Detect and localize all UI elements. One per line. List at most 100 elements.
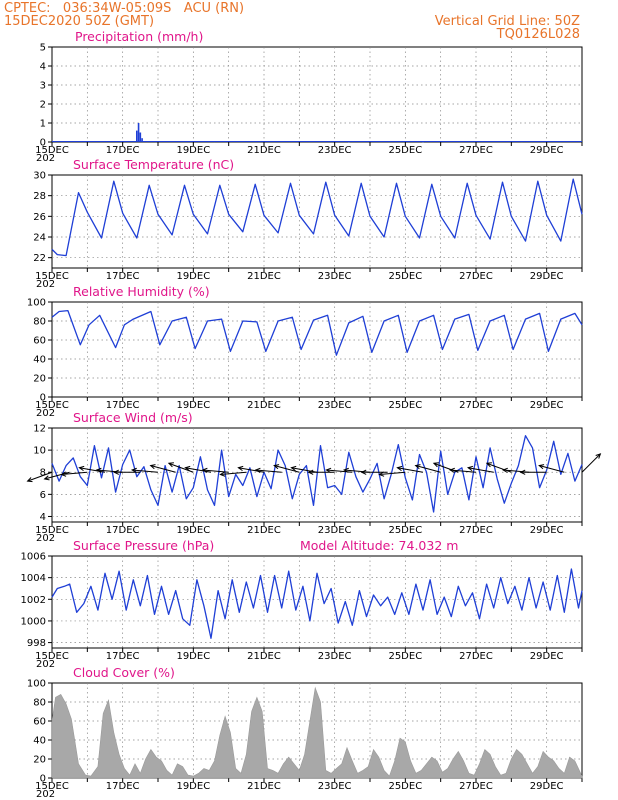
x-tick-label: 25DEC: [388, 400, 422, 411]
y-tick-label: 2: [40, 100, 46, 111]
y-tick-label: 1000: [21, 616, 46, 627]
wind-vector: [539, 465, 565, 473]
x-tick-label: 19DEC: [176, 145, 210, 156]
x-tick-label: 17DEC: [106, 781, 140, 792]
wind-vector: [79, 467, 106, 473]
x-tick-label: 29DEC: [530, 651, 564, 662]
wind-vector: [44, 471, 70, 480]
wind-arrowhead: [432, 462, 439, 468]
x-tick-label: 15DEC: [35, 400, 69, 411]
x-year-fragment: 202: [36, 408, 55, 419]
x-year-fragment: 202: [36, 153, 55, 164]
y-tick-label: 5: [40, 43, 46, 54]
y-tick-label: 26: [33, 212, 46, 223]
wind-arrowhead: [149, 464, 156, 470]
panel-frame: [51, 301, 583, 398]
x-tick-label: 29DEC: [530, 271, 564, 282]
wind-vector: [274, 465, 300, 473]
y-tick-label: 20: [33, 374, 46, 385]
y-tick-label: 24: [33, 233, 46, 244]
y-tick-label: 4: [40, 512, 46, 523]
wind-arrowhead: [201, 467, 208, 473]
wind-arrowhead: [501, 467, 508, 473]
x-year-fragment: 202: [36, 533, 55, 544]
wind-arrowhead: [466, 465, 474, 472]
wind-vector: [450, 469, 477, 473]
x-tick-label: 27DEC: [459, 271, 493, 282]
series-line: [51, 178, 583, 257]
header-run: 15DEC2020 50Z (GMT): [4, 14, 155, 29]
y-tick-label: 1006: [21, 552, 46, 563]
x-tick-label: 25DEC: [388, 781, 422, 792]
x-tick-label: 29DEC: [530, 400, 564, 411]
x-tick-label: 15DEC: [35, 651, 69, 662]
x-tick-label: 15DEC: [35, 525, 69, 536]
y-tick-label: 0: [40, 393, 46, 404]
panel-title: Cloud Cover (%): [73, 665, 175, 680]
x-tick-label: 19DEC: [176, 271, 210, 282]
x-tick-label: 21DEC: [247, 525, 281, 536]
y-tick-label: 100: [27, 679, 46, 690]
x-tick-label: 21DEC: [247, 145, 281, 156]
x-tick-label: 27DEC: [459, 651, 493, 662]
y-tick-label: 1004: [21, 573, 46, 584]
wind-vector: [61, 471, 88, 475]
wind-arrowhead: [396, 465, 403, 472]
series-line: [51, 435, 583, 513]
y-tick-label: 0: [40, 774, 46, 785]
x-tick-label: 29DEC: [530, 145, 564, 156]
x-tick-label: 19DEC: [176, 525, 210, 536]
wind-arrowhead: [378, 471, 385, 477]
x-tick-label: 27DEC: [459, 525, 493, 536]
wind-vector: [185, 467, 212, 473]
y-tick-label: 998: [27, 638, 46, 649]
x-tick-label: 21DEC: [247, 651, 281, 662]
x-tick-label: 19DEC: [176, 651, 210, 662]
y-tick-label: 12: [33, 424, 46, 435]
x-tick-label: 19DEC: [176, 781, 210, 792]
panel-frame: [51, 46, 583, 143]
x-tick-label: 17DEC: [106, 525, 140, 536]
precip-bar: [136, 130, 138, 142]
x-tick-label: 23DEC: [318, 400, 352, 411]
x-tick-label: 25DEC: [388, 525, 422, 536]
x-tick-label: 23DEC: [318, 651, 352, 662]
wind-arrowhead: [184, 465, 191, 472]
x-tick-label: 29DEC: [530, 525, 564, 536]
wind-vector: [581, 453, 601, 473]
wind-vector: [220, 471, 247, 475]
y-tick-label: 30: [33, 171, 46, 182]
wind-arrowhead: [342, 467, 349, 473]
y-tick-label: 40: [33, 736, 46, 747]
wind-arrowhead: [325, 467, 332, 473]
wind-vector: [379, 471, 406, 475]
series-line: [51, 568, 583, 639]
x-tick-label: 19DEC: [176, 400, 210, 411]
y-tick-label: 10: [33, 446, 46, 457]
y-tick-label: 0: [40, 138, 46, 149]
wind-arrowhead: [519, 469, 526, 475]
x-tick-label: 29DEC: [530, 781, 564, 792]
series-line: [51, 309, 583, 356]
x-year-fragment: 202: [36, 789, 55, 800]
y-tick-label: 1: [40, 119, 46, 130]
y-tick-label: 1002: [21, 595, 46, 606]
y-tick-label: 20: [33, 755, 46, 766]
precip-bar: [141, 138, 143, 142]
panel-title: Surface Pressure (hPa): [73, 538, 214, 553]
wind-arrowhead: [448, 467, 455, 473]
x-tick-label: 21DEC: [247, 781, 281, 792]
y-tick-label: 40: [33, 355, 46, 366]
y-tick-label: 100: [27, 298, 46, 309]
y-tick-label: 8: [40, 468, 46, 479]
x-tick-label: 17DEC: [106, 400, 140, 411]
wind-arrowhead: [237, 465, 244, 472]
wind-arrowhead: [113, 469, 120, 475]
header-station: CPTEC: 036:34W-05:09S ACU (RN): [4, 1, 245, 16]
x-tick-label: 27DEC: [459, 400, 493, 411]
x-tick-label: 23DEC: [318, 525, 352, 536]
wind-arrowhead: [43, 475, 50, 481]
x-tick-label: 27DEC: [459, 781, 493, 792]
wind-arrowhead: [78, 465, 85, 472]
x-year-fragment: 202: [36, 659, 55, 670]
